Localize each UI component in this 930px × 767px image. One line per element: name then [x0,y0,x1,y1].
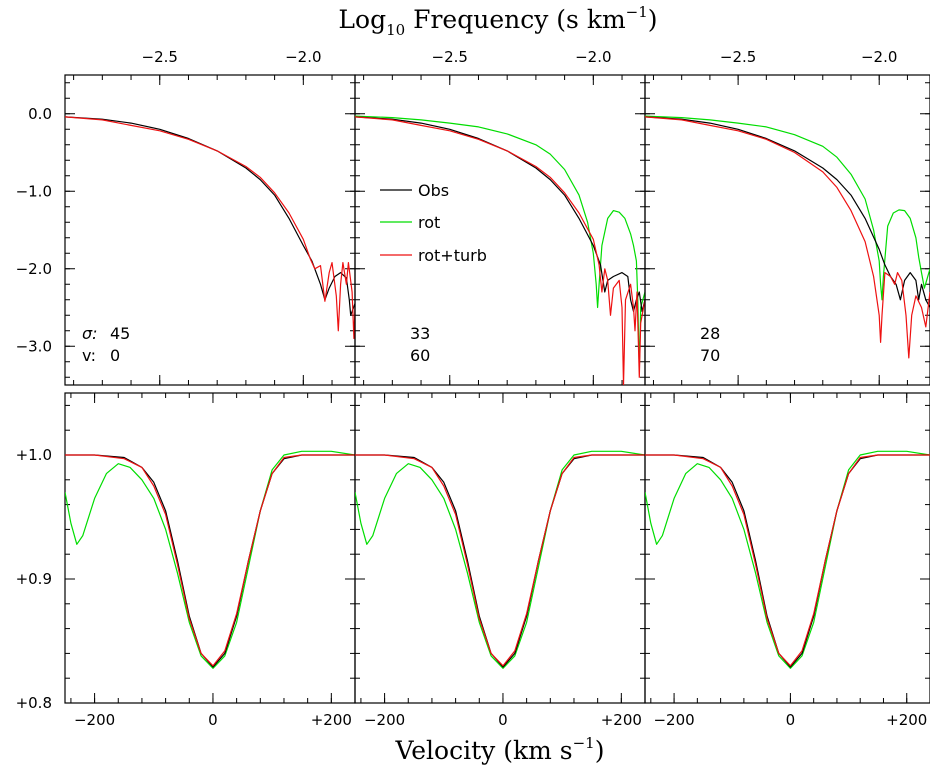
panel2-sigma-value: 33 [410,324,430,343]
bottom-panel-3-xtick-label-0: −200 [653,711,694,729]
bottom-panel-1-curves [65,450,355,669]
bottom-panel-1-xtick-label-1: 0 [208,711,218,729]
bottom-panel-2-frame [354,392,646,704]
top-panel-3-frame [644,74,930,386]
top-panel-1-xtick-label-0: −2.5 [142,48,178,66]
panel-annotations: σ: 45 v: 0 33 60 28 70 [82,324,720,365]
bottom-ytick-label-2: +0.8 [16,694,52,712]
bottom-panel-3-xtick-label-1: 0 [786,711,796,729]
bottom-ytick-label-0: +1.0 [16,446,52,464]
top-panel-3-series-rot-turb [645,116,930,359]
top-axis-title-exp: −1 [626,3,648,21]
panel1-sigma-label: σ: [82,324,98,343]
bottom-axis-title-close: ) [595,736,605,765]
bottom-panel-3-curves [645,450,930,669]
bottom-panel-3-series-rot-turb [645,454,930,667]
top-panel-2-xtick-label-1: −2.0 [575,48,611,66]
bottom-panel-3-series-rot [645,450,930,669]
top-panel-3-curves [645,115,930,359]
top-axis-title-close: ) [648,5,658,34]
bottom-axis-title-main: Velocity (km s [395,736,573,765]
bottom-panel-1-xtick-label-2: +200 [311,711,352,729]
top-panel-2-series-rot [355,115,645,371]
legend-label-obs: Obs [418,181,449,200]
bottom-panel-1-series-rot [65,450,355,669]
bottom-panel-1-frame [64,392,356,704]
top-axis-title-sub: 10 [386,21,405,39]
top-panel-3-xtick-label-1: −2.0 [861,48,897,66]
panel2-v-value: 60 [410,346,430,365]
top-panel-3-series-obs [645,116,930,308]
top-panel-1-series-obs [65,116,355,316]
top-ytick-label-3: −3.0 [16,337,52,355]
top-panel-2-xtick-label-0: −2.5 [432,48,468,66]
top-panel-2-series-obs [355,116,645,312]
top-panel-3-xtick-label-0: −2.5 [720,48,756,66]
top-axis-title-log: Log [338,5,386,34]
bottom-panel-1-series-rot-turb [65,454,355,667]
bottom-panel-2-curves [355,450,645,669]
legend: Obs rot rot+turb [380,181,487,265]
panel3-v-value: 70 [700,346,720,365]
panel1-v-value: 0 [110,346,120,365]
top-ytick-label-1: −1.0 [16,182,52,200]
bottom-panel-2-xtick-label-0: −200 [364,711,405,729]
panel1-sigma-value: 45 [110,324,130,343]
top-axis-title-rest: Frequency (s km [405,5,626,34]
bottom-panel-2-series-rot-turb [355,454,645,667]
top-ytick-label-2: −2.0 [16,260,52,278]
panels-group: −2.5 −2.0 0.0 −1.0 −2.0 −3.0 −2.5 −2.0 −2.5 −2.0 −… [16,48,930,729]
bottom-panel-1-series-obs [65,454,355,668]
bottom-panel-3-xtick-label-2: +200 [886,711,927,729]
legend-label-rot-turb: rot+turb [418,246,487,265]
top-panel-2-curves [355,115,645,385]
bottom-axis-title: Velocity (km s−1) [395,734,605,765]
top-panel-2-series-rot-turb [355,116,645,385]
bottom-panel-3-series-obs [645,454,930,668]
bottom-axis-title-exp: −1 [573,734,595,752]
panel3-sigma-value: 28 [700,324,720,343]
top-ytick-label-0: 0.0 [28,105,52,123]
top-axis-title: Log10 Frequency (s km−1) [338,3,657,39]
bottom-ytick-label-1: +0.9 [16,570,52,588]
top-panel-1-curves [65,116,355,340]
panel1-v-label: v: [82,346,96,365]
bottom-panel-3-frame [644,392,930,704]
bottom-panel-2-series-obs [355,454,645,668]
bottom-panel-1-xtick-label-0: −200 [74,711,115,729]
bottom-panel-2-xtick-label-1: 0 [498,711,508,729]
bottom-panel-2-series-rot [355,450,645,669]
legend-label-rot: rot [418,213,440,232]
bottom-panel-2-xtick-label-2: +200 [601,711,642,729]
top-panel-3-series-rot [645,115,930,301]
top-panel-1-xtick-label-1: −2.0 [285,48,321,66]
top-panel-1-series-rot-turb [65,116,355,340]
